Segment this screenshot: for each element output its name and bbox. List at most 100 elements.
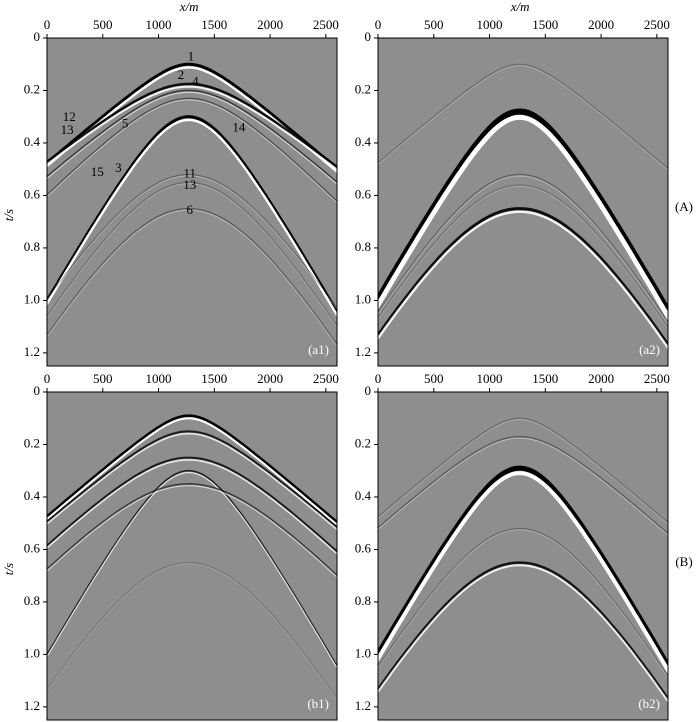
event-white: [378, 564, 668, 704]
x-tick-label: 2500: [644, 17, 670, 32]
x-tick-label: 1500: [532, 17, 558, 32]
y-tick-label: 0.8: [24, 239, 40, 254]
event-black: [378, 108, 668, 317]
event-annotation: 6: [187, 202, 194, 217]
x-tick-label: 2500: [313, 17, 339, 32]
event-white: [378, 210, 668, 350]
event-white: [378, 419, 668, 525]
event-white: [47, 485, 337, 579]
y-tick-label: 0.2: [24, 435, 40, 450]
event-black: [378, 465, 668, 671]
event-white: [378, 471, 668, 675]
event-white: [47, 459, 337, 555]
x-tick-label: 2000: [257, 17, 283, 32]
panel-label: (a2): [639, 342, 660, 357]
event-white: [378, 185, 668, 330]
x-axis-label: x/m: [179, 0, 199, 14]
event-white: [47, 175, 337, 310]
y-tick-label: 0: [34, 29, 41, 44]
x-tick-label: 500: [93, 371, 113, 386]
event-annotation: 3: [115, 160, 122, 175]
panel: [47, 38, 337, 366]
event-black: [47, 469, 337, 668]
event-annotation: 13: [183, 177, 196, 192]
x-tick-label: 1000: [477, 371, 503, 386]
y-tick-label: 0.8: [355, 593, 371, 608]
x-tick-label: 2000: [588, 371, 614, 386]
y-tick-label: 0: [34, 383, 41, 398]
event-black: [378, 184, 668, 329]
x-tick-label: 2000: [257, 371, 283, 386]
event-white: [47, 209, 337, 347]
x-axis-label: x/m: [510, 0, 530, 14]
event-white: [378, 437, 668, 536]
y-tick-label: 1.0: [24, 645, 40, 660]
row-label: (A): [675, 199, 693, 214]
event-black: [378, 561, 668, 701]
event-black: [378, 207, 668, 348]
y-tick-label: 0.4: [355, 488, 372, 503]
row-label: (B): [675, 554, 692, 569]
y-axis-label: t/s: [1, 563, 16, 575]
event-white: [378, 65, 668, 171]
x-tick-label: 1000: [146, 371, 172, 386]
event-annotation: 4: [192, 74, 199, 89]
panel-frame: [46, 391, 338, 721]
x-tick-label: 1000: [477, 17, 503, 32]
y-tick-label: 1.2: [24, 698, 40, 713]
event-white: [378, 114, 668, 322]
event-white: [47, 118, 337, 318]
x-tick-label: 1500: [201, 371, 227, 386]
panel: [378, 392, 668, 720]
event-black: [47, 115, 337, 315]
y-tick-label: 1.2: [355, 698, 371, 713]
y-tick-label: 1.2: [355, 344, 371, 359]
y-tick-label: 0.2: [355, 81, 371, 96]
x-tick-label: 1500: [532, 371, 558, 386]
event-white: [47, 91, 337, 185]
y-tick-label: 1.0: [355, 291, 371, 306]
y-tick-label: 0.2: [24, 81, 40, 96]
event-annotation: 2: [178, 67, 185, 82]
panel-frame: [46, 37, 338, 367]
x-tick-label: 0: [44, 371, 51, 386]
x-tick-label: 2500: [644, 371, 670, 386]
event-annotation: 1: [188, 49, 195, 64]
event-white: [47, 432, 337, 531]
event-annotation: 13: [61, 122, 74, 137]
y-tick-label: 0: [365, 383, 372, 398]
y-tick-label: 1.0: [24, 291, 40, 306]
y-tick-label: 1.0: [355, 645, 371, 660]
x-tick-label: 500: [93, 17, 113, 32]
panel-frame: [377, 37, 669, 367]
y-tick-label: 0.6: [355, 540, 372, 555]
x-tick-label: 2500: [313, 371, 339, 386]
panel: [378, 38, 668, 366]
x-tick-label: 0: [375, 371, 382, 386]
event-white: [47, 563, 337, 701]
panel-label: (b1): [307, 696, 329, 711]
y-tick-label: 0.2: [355, 435, 371, 450]
event-black: [47, 82, 337, 169]
panel-label: (a1): [308, 342, 329, 357]
y-tick-label: 0.4: [355, 134, 372, 149]
event-white: [47, 183, 337, 329]
event-black: [47, 562, 337, 700]
y-tick-label: 0.6: [24, 540, 41, 555]
event-black: [378, 417, 668, 524]
event-white: [378, 529, 668, 679]
event-black: [378, 63, 668, 170]
event-black: [47, 89, 337, 184]
event-black: [47, 414, 337, 524]
y-tick-label: 0.8: [355, 239, 371, 254]
panel-background: [378, 38, 668, 366]
event-black: [47, 181, 337, 327]
event-white: [378, 175, 668, 325]
event-black: [47, 208, 337, 346]
y-tick-label: 1.2: [24, 344, 40, 359]
event-black: [47, 97, 337, 203]
x-tick-label: 1500: [201, 17, 227, 32]
event-black: [378, 173, 668, 324]
x-tick-label: 500: [424, 371, 444, 386]
